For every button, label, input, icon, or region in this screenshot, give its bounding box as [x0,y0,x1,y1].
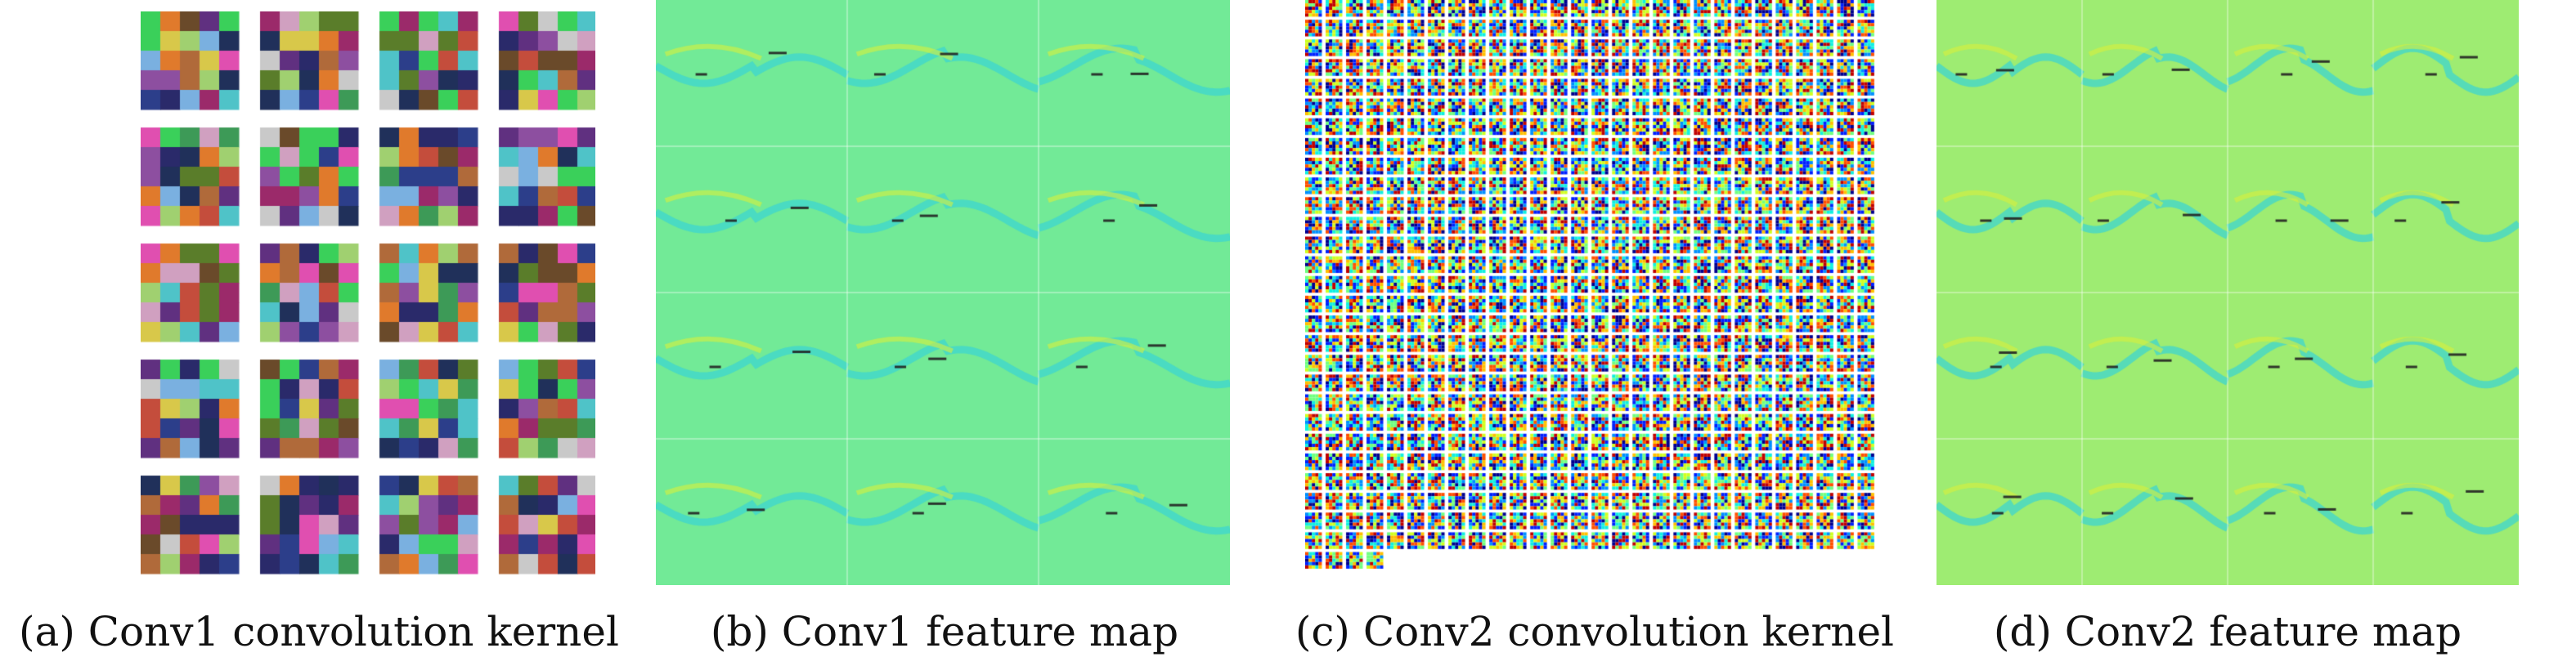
conv2-kernel-image [1305,0,1884,580]
conv2-feature-map-image [1936,0,2519,585]
conv2-kernel-grid [1305,0,1884,580]
conv1-kernel-image [141,11,595,583]
conv1-feature-map [656,0,1230,585]
conv1-feature-map-image [656,0,1230,585]
caption-a: (a) Conv1 convolution kernel [19,608,619,655]
caption-c: (c) Conv2 convolution kernel [1295,608,1895,655]
caption-d: (d) Conv2 feature map [1993,608,2462,655]
caption-b: (b) Conv1 feature map [710,608,1179,655]
conv2-feature-map [1936,0,2519,585]
conv1-kernel-grid [141,11,595,583]
